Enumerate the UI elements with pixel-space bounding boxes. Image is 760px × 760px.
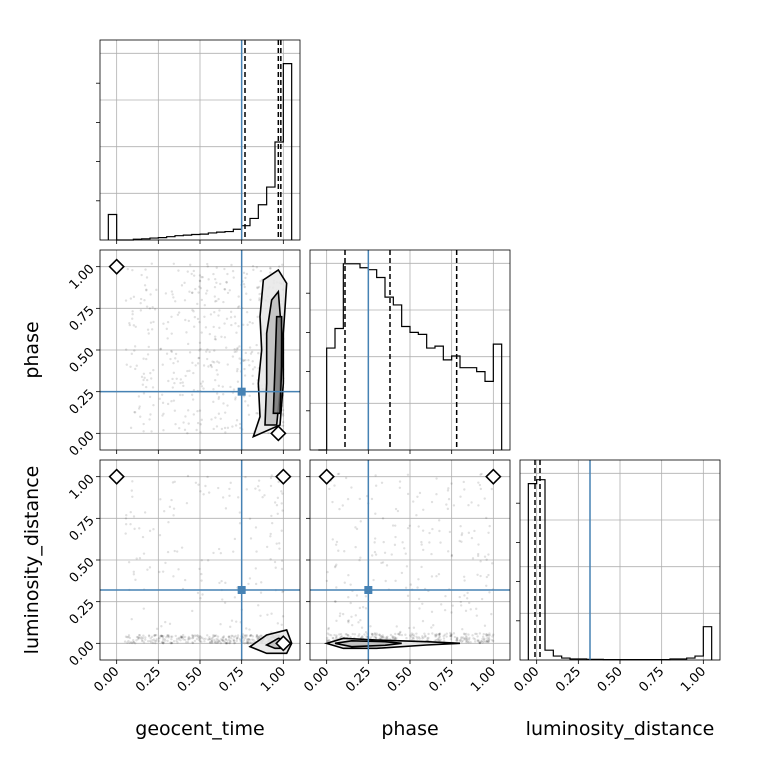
scatter-points	[108, 258, 288, 442]
x-tick-label: 0.25	[133, 664, 164, 695]
histogram-luminosity_distance: 0.00 0.25 0.50 0.75 1.00	[511, 459, 721, 695]
mode-marker	[270, 425, 287, 442]
x-tick-label: 0.50	[175, 664, 206, 695]
x-tick-label: 1.00	[468, 664, 499, 695]
mode-marker	[275, 635, 292, 652]
y-tick-label: 1.00	[67, 472, 98, 503]
x-tick-label: 0.00	[301, 664, 332, 695]
histogram-phase	[306, 249, 511, 454]
axis-labels: geocent_time phase luminosity_distancephas…	[21, 321, 714, 740]
x-tick-label: 0.25	[343, 664, 374, 695]
histogram-step	[318, 263, 503, 451]
mode-marker	[485, 468, 502, 485]
x-tick-label: 0.75	[636, 664, 667, 695]
y-tick-label: 0.00	[67, 428, 98, 459]
x-axis-label-luminosity_distance: luminosity_distance	[526, 718, 715, 740]
scatter-points	[318, 468, 502, 650]
mode-marker	[318, 468, 335, 485]
x-tick-label: 1.00	[258, 664, 289, 695]
y-tick-label: 0.75	[67, 513, 98, 544]
y-axis-label-phase: phase	[21, 321, 43, 378]
y-tick-label: 1.00	[67, 262, 98, 293]
mode-marker	[108, 258, 125, 275]
truth-marker	[237, 387, 246, 396]
x-axis-label-geocent_time: geocent_time	[135, 718, 264, 740]
x-tick-label: 0.50	[385, 664, 416, 695]
x-tick-label: 0.50	[595, 664, 626, 695]
truth-marker	[364, 586, 373, 594]
x-tick-label: 0.00	[511, 664, 542, 695]
y-tick-label: 0.00	[67, 638, 98, 669]
y-axis-label-luminosity_distance: luminosity_distance	[21, 466, 43, 655]
mode-marker	[108, 468, 125, 485]
x-tick-label: 0.00	[91, 664, 122, 695]
mode-marker	[275, 468, 292, 485]
x-tick-label: 1.00	[678, 664, 709, 695]
histogram-geocent_time	[96, 39, 301, 244]
truth-marker	[237, 586, 246, 594]
density-contour	[272, 315, 283, 415]
scatter-points	[108, 468, 293, 655]
scatter-geocent_time-vs-phase: 0.00 0.25 0.50 0.75 1.00	[67, 249, 301, 459]
y-tick-label: 0.50	[67, 555, 98, 586]
scatter-geocent_time-vs-luminosity_distance: 0.00 0.25 0.50 0.75 1.00 0.00 0.25 0.50 0.75 1.00	[67, 459, 301, 695]
x-tick-label: 0.25	[553, 664, 584, 695]
histogram-step	[107, 63, 293, 241]
scatter-phase-vs-luminosity_distance: 0.00 0.25 0.50 0.75 1.00	[301, 459, 511, 695]
y-tick-label: 0.25	[67, 597, 98, 628]
y-tick-label: 0.25	[67, 387, 98, 418]
x-axis-label-phase: phase	[381, 718, 438, 740]
x-tick-label: 0.75	[216, 664, 247, 695]
y-tick-label: 0.75	[67, 303, 98, 334]
x-tick-label: 0.75	[426, 664, 457, 695]
y-tick-label: 0.50	[67, 345, 98, 376]
